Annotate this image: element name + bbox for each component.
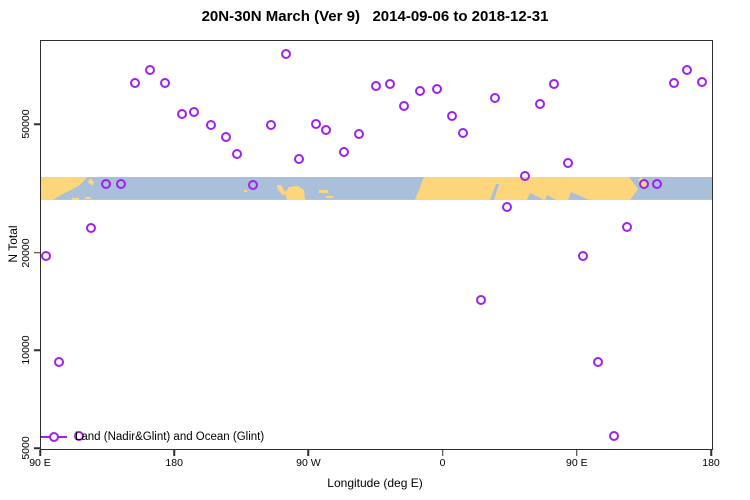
data-point-marker bbox=[489, 93, 500, 104]
data-point-marker bbox=[221, 132, 232, 143]
data-point-marker bbox=[231, 148, 242, 159]
data-point-marker bbox=[415, 86, 426, 97]
x-axis-tick-label: 180 bbox=[702, 457, 720, 469]
x-axis-tick bbox=[39, 449, 41, 456]
data-point-marker bbox=[668, 77, 679, 88]
data-point-marker bbox=[294, 153, 305, 164]
world-map-band-svg bbox=[41, 176, 712, 200]
ocean-bay-of-bengal bbox=[568, 191, 589, 200]
data-point-marker bbox=[549, 78, 560, 89]
x-axis-title: Longitude (deg E) bbox=[327, 476, 423, 490]
data-point-marker bbox=[54, 357, 65, 368]
data-point-marker bbox=[370, 81, 381, 91]
x-axis-tick-label: 90 W bbox=[296, 457, 321, 469]
land-caribbean-speck bbox=[319, 189, 328, 193]
y-axis-tick-label: 50000 bbox=[20, 109, 32, 139]
land-taiwan-sliver bbox=[88, 177, 94, 186]
land-east-asia bbox=[41, 176, 87, 200]
data-point-marker bbox=[398, 100, 409, 111]
y-axis-title: N Total bbox=[6, 225, 20, 263]
data-point-marker bbox=[501, 201, 512, 212]
land-baja bbox=[277, 184, 286, 196]
y-axis-tick bbox=[34, 123, 40, 125]
data-point-marker bbox=[40, 251, 51, 262]
land-mexico bbox=[285, 185, 305, 200]
data-point-marker bbox=[310, 119, 321, 129]
data-point-marker bbox=[385, 78, 396, 89]
ocean-india-coast-notch bbox=[545, 194, 556, 200]
data-point-marker bbox=[697, 77, 708, 88]
y-axis-tick bbox=[34, 447, 40, 449]
data-point-marker bbox=[145, 64, 156, 75]
ocean-persian-gulf bbox=[527, 192, 544, 200]
data-point-marker bbox=[188, 106, 199, 117]
land-africa-asia-mass bbox=[415, 176, 638, 200]
x-axis-tick-label: 90 E bbox=[565, 457, 588, 469]
data-point-marker bbox=[652, 179, 663, 190]
x-axis-tick-label: 90 E bbox=[29, 457, 51, 469]
data-point-marker bbox=[638, 179, 649, 190]
land-caribbean-speck bbox=[326, 195, 333, 198]
y-axis-tick-label: 5000 bbox=[20, 436, 32, 460]
land-island-speck bbox=[244, 189, 247, 192]
data-point-marker bbox=[248, 180, 259, 191]
legend-open-circle-icon bbox=[49, 432, 59, 442]
data-point-marker bbox=[682, 64, 693, 75]
x-axis-tick bbox=[710, 449, 712, 456]
x-axis-tick-label: 180 bbox=[165, 457, 183, 469]
data-point-marker bbox=[266, 120, 277, 131]
data-point-marker bbox=[321, 124, 332, 135]
data-point-marker bbox=[100, 179, 111, 190]
data-point-marker bbox=[115, 179, 126, 190]
plot-area bbox=[40, 40, 713, 450]
land-coast-speck bbox=[72, 197, 79, 200]
data-point-marker bbox=[609, 430, 620, 441]
ocean-red-sea bbox=[490, 183, 499, 200]
data-point-marker bbox=[85, 222, 96, 233]
data-point-marker bbox=[562, 158, 573, 169]
world-map-band bbox=[41, 176, 712, 200]
data-point-marker bbox=[281, 49, 292, 60]
x-axis-tick bbox=[307, 449, 310, 456]
data-point-marker bbox=[160, 77, 171, 88]
chart-title: 20N-30N March (Ver 9) 2014-09-06 to 2018… bbox=[201, 8, 549, 25]
data-point-marker bbox=[339, 146, 350, 157]
x-axis-tick bbox=[441, 449, 444, 456]
data-point-marker bbox=[592, 357, 603, 368]
y-axis-tick-label: 20000 bbox=[20, 238, 32, 268]
data-point-marker bbox=[206, 120, 217, 131]
y-axis-tick bbox=[34, 252, 40, 254]
data-point-marker bbox=[519, 170, 530, 181]
data-point-marker bbox=[534, 99, 545, 110]
data-point-marker bbox=[431, 84, 442, 95]
data-point-marker bbox=[476, 295, 487, 306]
data-point-marker bbox=[73, 430, 84, 441]
data-point-marker bbox=[354, 129, 365, 140]
x-axis-tick bbox=[173, 449, 175, 456]
land-coast-speck bbox=[85, 196, 91, 199]
data-point-marker bbox=[176, 109, 187, 120]
x-axis-tick-label: 0 bbox=[439, 457, 446, 469]
data-point-marker bbox=[130, 77, 141, 88]
y-axis-tick bbox=[34, 349, 40, 352]
data-point-marker bbox=[577, 251, 588, 262]
y-axis-tick-label: 10000 bbox=[20, 335, 32, 366]
x-axis-tick bbox=[576, 449, 578, 456]
data-point-marker bbox=[458, 128, 469, 139]
legend-label: Land (Nadir&Glint) and Ocean (Glint) bbox=[75, 431, 265, 443]
data-point-marker bbox=[622, 222, 633, 233]
data-point-marker bbox=[446, 110, 457, 121]
